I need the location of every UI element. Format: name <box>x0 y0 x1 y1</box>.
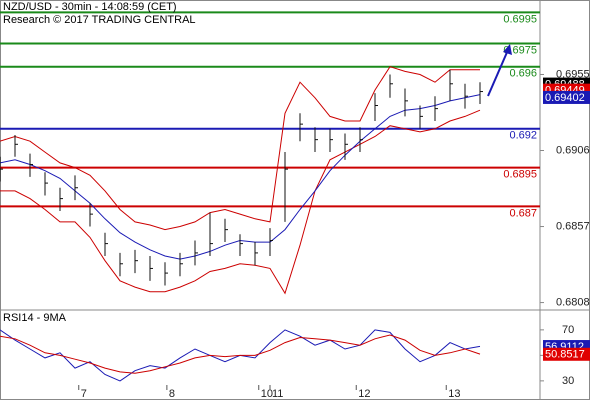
value-tag-label: 50.8517 <box>545 349 585 361</box>
level-label: 0.6995 <box>503 13 537 25</box>
plot-layer: 0.6955 0.6906 0.6857 0.6808 0.6995 0.6975 0.69… <box>0 11 590 400</box>
level-label: 0.687 <box>509 207 537 219</box>
y-tick-label: 0.6808 <box>556 296 590 308</box>
level-label: 0.6895 <box>503 168 537 180</box>
value-tag-label: 0.69402 <box>545 92 585 104</box>
level-label: 0.6975 <box>503 44 537 56</box>
value-tag <box>543 347 590 361</box>
chart-title: NZD/USD - 30min - 14:08:59 (CET) <box>3 1 177 13</box>
x-tick-label: 12 <box>358 388 370 400</box>
x-tick-label: 8 <box>169 388 175 400</box>
forecast-arrow <box>487 49 509 97</box>
x-tick-label: 13 <box>448 388 460 400</box>
value-tag <box>543 90 590 104</box>
forecast-arrow-head <box>503 44 512 55</box>
rsi-title: RSI14 - 9MA <box>3 312 67 324</box>
x-tick-label: 7 <box>81 388 87 400</box>
level-label: 0.692 <box>509 130 537 142</box>
y-tick-label: 30 <box>562 375 574 387</box>
y-tick-label: 70 <box>562 324 574 336</box>
y-tick-label: 0.6906 <box>556 144 590 156</box>
line-series <box>0 66 480 231</box>
line-series <box>0 334 481 374</box>
chart-subtitle: Research © 2017 TRADING CENTRAL <box>3 14 196 26</box>
x-tick-label: 11 <box>272 388 283 400</box>
line-series <box>0 109 481 295</box>
y-tick-label: 0.6857 <box>556 220 590 232</box>
x-tick-label: 10 <box>261 388 273 400</box>
y-tick-label: 0.6955 <box>556 68 590 80</box>
level-label: 0.696 <box>509 68 537 80</box>
